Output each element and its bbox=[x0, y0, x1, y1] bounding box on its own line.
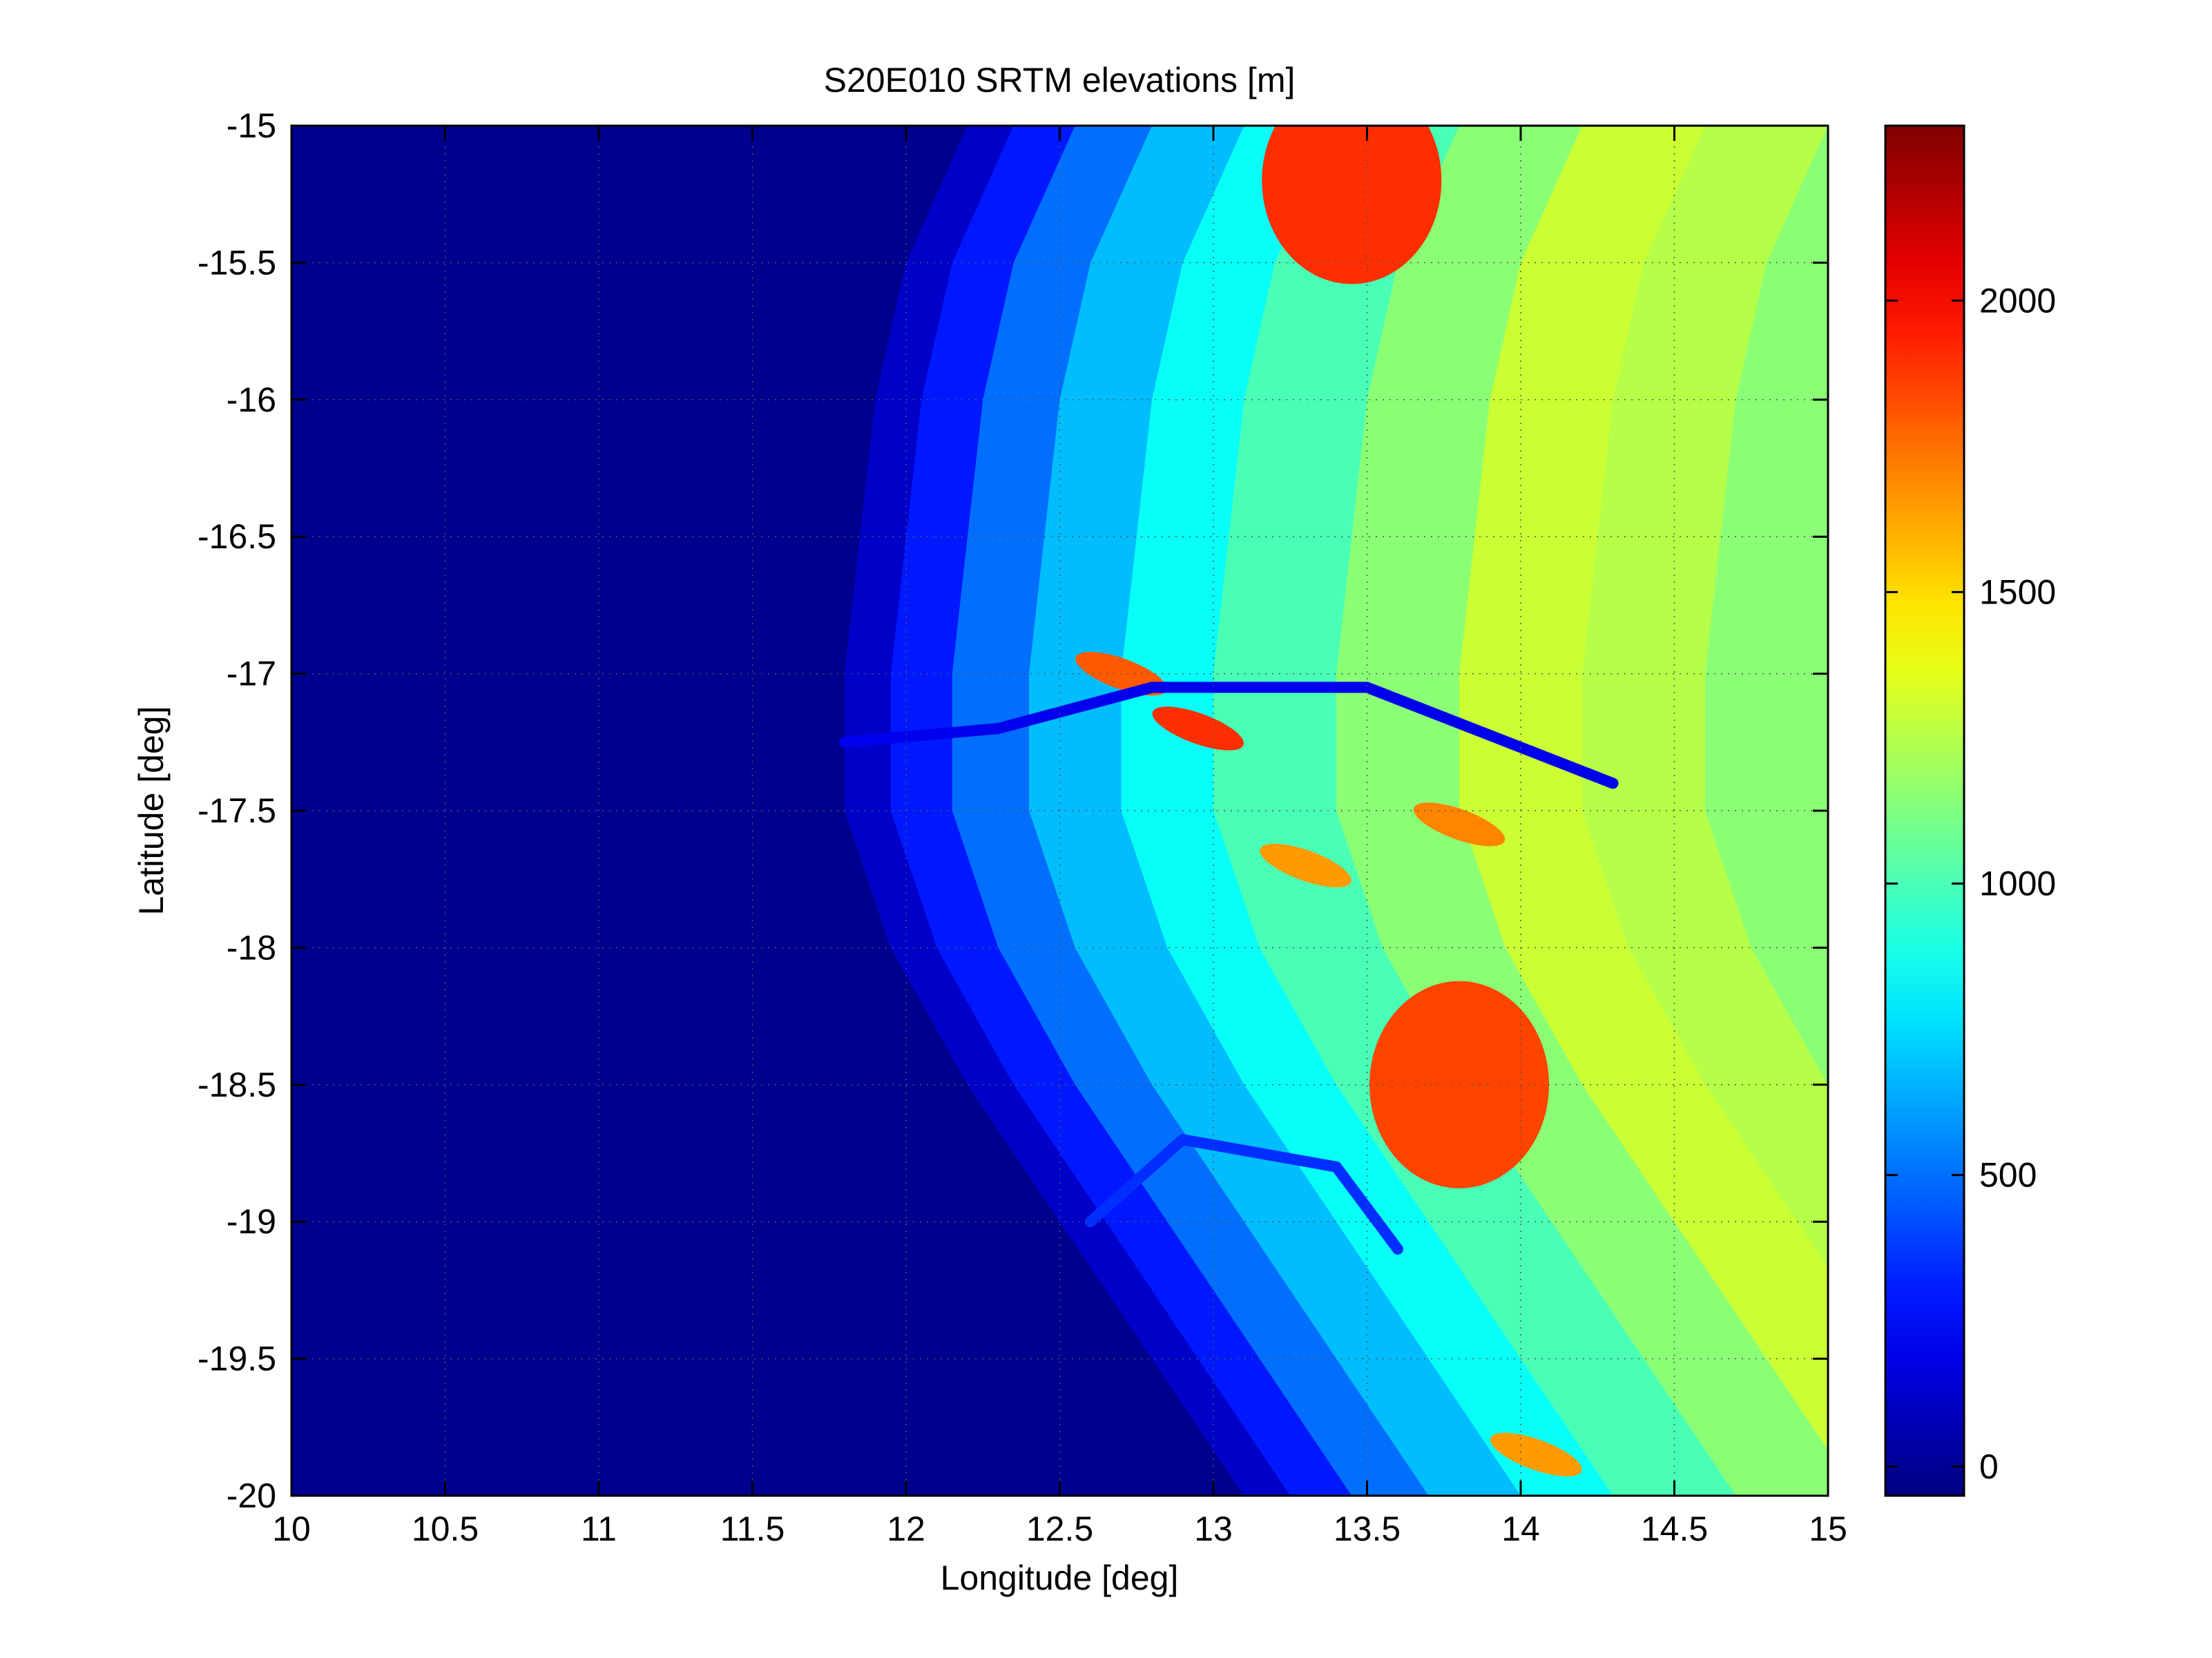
colorbar: 0 500 1000 1500 2000 bbox=[1884, 124, 2056, 1497]
colorbar-ticks: 0 500 1000 1500 2000 bbox=[1885, 281, 2056, 1486]
x-axis-label: Longitude [deg] bbox=[941, 1559, 1179, 1597]
x-tick-label: 11 bbox=[581, 1510, 617, 1548]
x-tick-label: 13 bbox=[1194, 1510, 1233, 1548]
x-tick-label: 12.5 bbox=[1026, 1510, 1093, 1548]
y-tick-label: -19 bbox=[227, 1202, 276, 1241]
y-tick-label: -18 bbox=[227, 928, 276, 967]
ridge bbox=[1260, 843, 1352, 887]
x-tick-label: 15 bbox=[1809, 1510, 1847, 1548]
ridge bbox=[1413, 802, 1506, 847]
x-tick-label: 10.5 bbox=[412, 1510, 479, 1548]
y-tick-label: -20 bbox=[227, 1476, 276, 1515]
y-tick-label: -17 bbox=[227, 655, 276, 693]
colorbar-tick-label: 1000 bbox=[1979, 865, 2056, 903]
grid-lines bbox=[291, 126, 1828, 1496]
highland bbox=[1262, 126, 1442, 285]
y-tick-label: -18.5 bbox=[198, 1066, 276, 1104]
x-tick-label: 12 bbox=[887, 1510, 925, 1548]
x-tick-label: 13.5 bbox=[1334, 1510, 1401, 1548]
river-valley bbox=[839, 682, 1619, 789]
y-tick-label: -16 bbox=[227, 380, 276, 419]
terrain-layer bbox=[845, 126, 1828, 1496]
river-valley bbox=[1085, 1134, 1403, 1255]
x-tick-label: 11.5 bbox=[720, 1510, 785, 1548]
y-tick-label: -19.5 bbox=[198, 1340, 276, 1378]
y-axis-label: Latitude [deg] bbox=[132, 706, 171, 915]
y-tick-label: -15 bbox=[227, 106, 276, 145]
terrain-features bbox=[839, 126, 1619, 1477]
x-tick-label: 10 bbox=[272, 1510, 311, 1548]
plot-area bbox=[291, 126, 1828, 1496]
x-tick-label: 14 bbox=[1501, 1510, 1540, 1548]
y-tick-label: -16.5 bbox=[198, 517, 276, 556]
colorbar-tick-label: 0 bbox=[1979, 1447, 1999, 1486]
colorbar-tick-label: 500 bbox=[1979, 1156, 2037, 1195]
colorbar-tick-label: 2000 bbox=[1979, 281, 2056, 320]
y-tick-label: -15.5 bbox=[198, 243, 276, 282]
chart-title: S20E010 SRTM elevations [m] bbox=[824, 61, 1296, 99]
terrain-band bbox=[1705, 126, 1828, 1085]
ridge bbox=[1152, 706, 1244, 751]
colorbar-frame bbox=[1884, 124, 1965, 1497]
x-tick-label: 14.5 bbox=[1641, 1510, 1708, 1548]
y-tick-label: -17.5 bbox=[198, 791, 276, 830]
ridge bbox=[1490, 1432, 1582, 1477]
x-axis-ticks: 10 10.5 11 11.5 12 12.5 13 13.5 14 14.5 15 bbox=[272, 126, 1847, 1548]
colorbar-gradient bbox=[1885, 126, 1964, 1496]
y-axis-ticks: -15 -15.5 -16 -16.5 -17 -17.5 -18 -18.5 -19 -19.5… bbox=[198, 106, 1828, 1515]
colorbar-tick-label: 1500 bbox=[1979, 572, 2056, 611]
